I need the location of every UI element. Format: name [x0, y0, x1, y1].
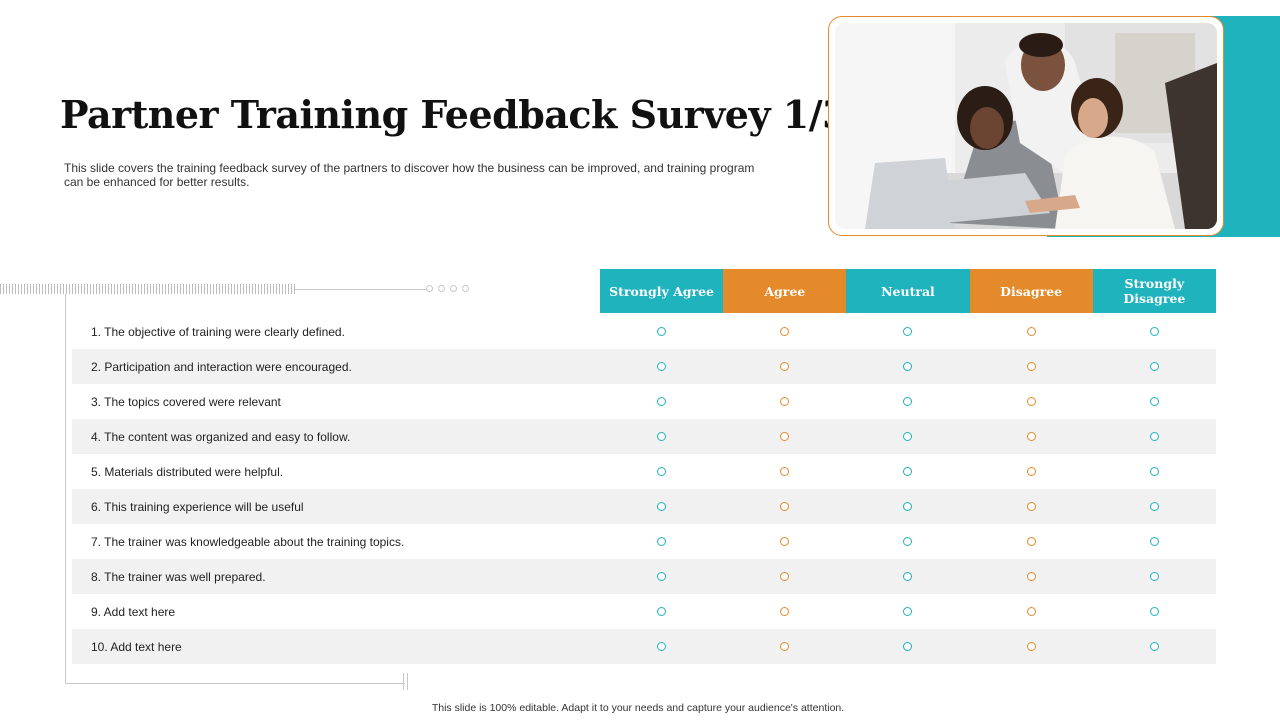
question-text: 3. The topics covered were relevant — [91, 394, 281, 409]
rating-radio[interactable] — [1149, 502, 1159, 511]
rating-radio[interactable] — [1026, 572, 1036, 581]
rating-radio[interactable] — [1026, 432, 1036, 441]
slide-footer: This slide is 100% editable. Adapt it to… — [431, 702, 845, 714]
table-row: 7. The trainer was knowledgeable about t… — [72, 524, 1216, 559]
rating-radio[interactable] — [657, 397, 667, 406]
rating-radio[interactable] — [780, 642, 790, 651]
photo-frame — [828, 16, 1224, 236]
decorative-frame-tick — [403, 673, 404, 690]
rating-radio[interactable] — [780, 572, 790, 581]
rating-radio[interactable] — [1149, 467, 1159, 476]
rating-radio[interactable] — [780, 432, 790, 441]
decorative-frame-line — [65, 294, 66, 683]
rating-radio[interactable] — [780, 327, 790, 336]
column-header: Disagree — [969, 269, 1093, 313]
table-row: 10. Add text here — [72, 629, 1216, 664]
rating-radio[interactable] — [780, 467, 790, 476]
rating-radio[interactable] — [1026, 327, 1036, 336]
team-photo — [835, 23, 1217, 229]
rating-radio[interactable] — [903, 327, 913, 336]
column-header: Neutral — [846, 269, 970, 313]
rating-radio[interactable] — [780, 362, 790, 371]
rating-radio[interactable] — [1149, 572, 1159, 581]
rating-radio[interactable] — [903, 642, 913, 651]
rating-radio[interactable] — [903, 432, 913, 441]
rating-radio[interactable] — [1026, 467, 1036, 476]
rating-radio[interactable] — [903, 572, 913, 581]
rating-radio[interactable] — [1026, 642, 1036, 651]
question-text: 8. The trainer was well prepared. — [91, 569, 266, 584]
question-text: 2. Participation and interaction were en… — [91, 359, 352, 374]
question-text: 7. The trainer was knowledgeable about t… — [91, 534, 405, 549]
survey-header-row: Strongly Agree Agree Neutral Disagree St… — [600, 269, 1216, 313]
rating-radio[interactable] — [1026, 607, 1036, 616]
slide-title: Partner Training Feedback Survey 1/3 — [60, 92, 849, 137]
rating-radio[interactable] — [657, 362, 667, 371]
decorative-dotted-bar — [0, 284, 295, 294]
rating-radio[interactable] — [1149, 607, 1159, 616]
decorative-circle — [462, 285, 469, 292]
rating-radio[interactable] — [657, 327, 667, 336]
rating-radio[interactable] — [903, 362, 913, 371]
rating-radio[interactable] — [1026, 537, 1036, 546]
rating-radio[interactable] — [903, 397, 913, 406]
rating-radio[interactable] — [1149, 642, 1159, 651]
rating-radio[interactable] — [657, 432, 667, 441]
table-row: 6. This training experience will be usef… — [72, 489, 1216, 524]
rating-radio[interactable] — [657, 537, 667, 546]
decorative-line — [295, 289, 430, 290]
decorative-frame-line — [65, 683, 405, 684]
table-row: 3. The topics covered were relevant — [72, 384, 1216, 419]
rating-radio[interactable] — [903, 607, 913, 616]
decorative-circle — [438, 285, 445, 292]
question-text: 5. Materials distributed were helpful. — [91, 464, 284, 479]
rating-radio[interactable] — [1026, 397, 1036, 406]
table-row: 4. The content was organized and easy to… — [72, 419, 1216, 454]
rating-radio[interactable] — [657, 467, 667, 476]
decorative-circle — [426, 285, 433, 292]
rating-radio[interactable] — [780, 502, 790, 511]
question-text: 4. The content was organized and easy to… — [91, 429, 351, 444]
rating-radio[interactable] — [657, 502, 667, 511]
question-text: 6. This training experience will be usef… — [91, 499, 304, 514]
rating-radio[interactable] — [903, 537, 913, 546]
rating-radio[interactable] — [780, 397, 790, 406]
rating-radio[interactable] — [1149, 397, 1159, 406]
rating-radio[interactable] — [903, 502, 913, 511]
question-text: 1. The objective of training were clearl… — [91, 324, 345, 339]
question-text: 10. Add text here — [91, 639, 182, 654]
rating-radio[interactable] — [657, 572, 667, 581]
decorative-circle — [450, 285, 457, 292]
rating-radio[interactable] — [1149, 537, 1159, 546]
question-text: 9. Add text here — [91, 604, 176, 619]
table-row: 5. Materials distributed were helpful. — [72, 454, 1216, 489]
decorative-frame-tick — [407, 673, 408, 690]
slide-subtitle: This slide covers the training feedback … — [64, 161, 755, 189]
table-row: 8. The trainer was well prepared. — [72, 559, 1216, 594]
column-header: Strongly Agree — [600, 269, 724, 313]
rating-radio[interactable] — [780, 537, 790, 546]
rating-radio[interactable] — [1026, 502, 1036, 511]
table-row: 1. The objective of training were clearl… — [72, 314, 1216, 349]
column-header: Agree — [723, 269, 847, 313]
table-row: 2. Participation and interaction were en… — [72, 349, 1216, 384]
rating-radio[interactable] — [903, 467, 913, 476]
rating-radio[interactable] — [780, 607, 790, 616]
rating-radio[interactable] — [1149, 362, 1159, 371]
table-row: 9. Add text here — [72, 594, 1216, 629]
rating-radio[interactable] — [1149, 432, 1159, 441]
rating-radio[interactable] — [1026, 362, 1036, 371]
rating-radio[interactable] — [657, 607, 667, 616]
rating-radio[interactable] — [657, 642, 667, 651]
column-header: Strongly Disagree — [1092, 269, 1216, 313]
survey-table: 1. The objective of training were clearl… — [72, 314, 1216, 664]
rating-radio[interactable] — [1149, 327, 1159, 336]
